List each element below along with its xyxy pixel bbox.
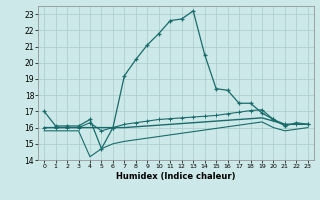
X-axis label: Humidex (Indice chaleur): Humidex (Indice chaleur)	[116, 172, 236, 181]
